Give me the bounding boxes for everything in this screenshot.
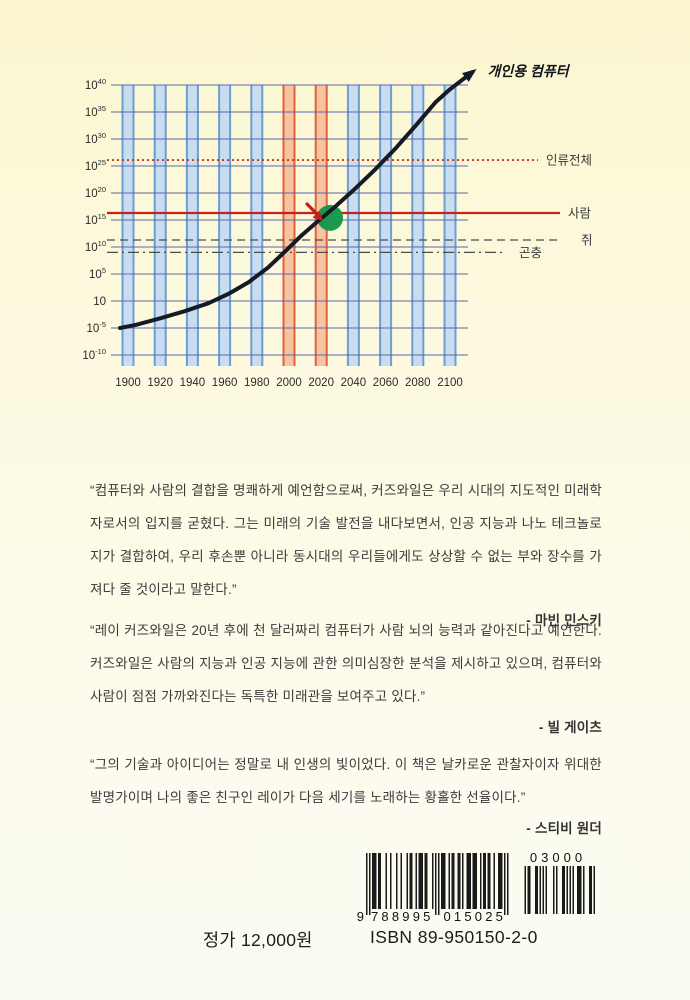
reference-line-label: 인류전체: [546, 154, 592, 168]
quote-text: “컴퓨터와 사람의 결합을 명쾌하게 예언함으로써, 커즈와일은 우리 시대의 …: [90, 483, 602, 597]
x-tick-label: 1920: [147, 377, 173, 389]
y-tick-label: 105: [89, 266, 106, 281]
quote-attribution: - 마빈 민스키: [526, 613, 602, 628]
x-tick-label: 1900: [115, 377, 141, 389]
barcode-digits-right: 015025: [444, 909, 507, 924]
barcode-addon-digits: 03000: [530, 850, 586, 865]
quote-text: “레이 커즈와일은 20년 후에 천 달러짜리 컴퓨터가 사람 뇌의 능력과 같…: [90, 623, 602, 704]
reference-line-label: 사람: [568, 206, 592, 220]
y-tick-label: 1040: [85, 77, 106, 92]
price-label: 정가 12,000원: [203, 930, 313, 950]
quote-marvin-minsky: “컴퓨터와 사람의 결합을 명쾌하게 예언함으로써, 커즈와일은 우리 시대의 …: [90, 474, 602, 631]
y-tick-label: 1010: [85, 239, 106, 254]
curve-arrowhead-icon: [462, 68, 477, 82]
y-tick-label: 1015: [85, 212, 106, 227]
growth-curve: [118, 70, 475, 330]
x-tick-label: 1980: [244, 377, 270, 389]
quote-bill-gates: “레이 커즈와일은 20년 후에 천 달러짜리 컴퓨터가 사람 뇌의 능력과 같…: [90, 614, 602, 738]
x-tick-label: 1960: [212, 377, 238, 389]
reference-line-label: 쥐: [581, 233, 593, 247]
red-pointer-tail: [305, 202, 318, 215]
quote-attribution: - 빌 게이츠: [538, 720, 602, 735]
y-tick-label: 10: [93, 296, 106, 308]
x-tick-label: 2080: [405, 377, 431, 389]
x-tick-label: 1940: [180, 377, 206, 389]
x-tick-label: 2100: [437, 377, 463, 389]
y-tick-label: 1030: [85, 131, 106, 146]
x-tick-label: 2020: [308, 377, 334, 389]
y-tick-label: 10-10: [82, 347, 106, 362]
y-tick-label: 10-5: [87, 320, 106, 335]
x-tick-label: 2060: [373, 377, 399, 389]
y-tick-label: 1035: [85, 104, 106, 119]
isbn-label: ISBN 89-950150-2-0: [370, 927, 538, 947]
barcode-digits-left: 788995: [371, 909, 434, 924]
quote-text: “그의 기술과 아이디어는 정말로 내 인생의 빛이었다. 이 책은 날카로운 …: [90, 757, 602, 805]
computing-power-growth-chart: 1900 1920 1940 1960 1980 2000 2020 2040 2060 2080…: [82, 63, 593, 389]
quote-attribution: - 스티비 원더: [526, 821, 602, 836]
barcode-digit-lead: 9: [357, 909, 364, 924]
quote-stevie-wonder: “그의 기술과 아이디어는 정말로 내 인생의 빛이었다. 이 책은 날카로운 …: [90, 748, 602, 839]
reference-line-label: 곤충: [519, 246, 542, 260]
y-tick-label: 1020: [85, 185, 106, 200]
red-pointer-icon: [312, 210, 323, 221]
isbn-barcode: 9 788995 015025 03000: [357, 850, 595, 924]
now-marker-dot: [317, 204, 344, 231]
series-label-personal-computer: 개인용 컴퓨터: [488, 63, 571, 79]
x-tick-label: 2040: [341, 377, 367, 389]
x-tick-label: 2000: [276, 377, 302, 389]
y-tick-label: 1025: [85, 158, 106, 173]
